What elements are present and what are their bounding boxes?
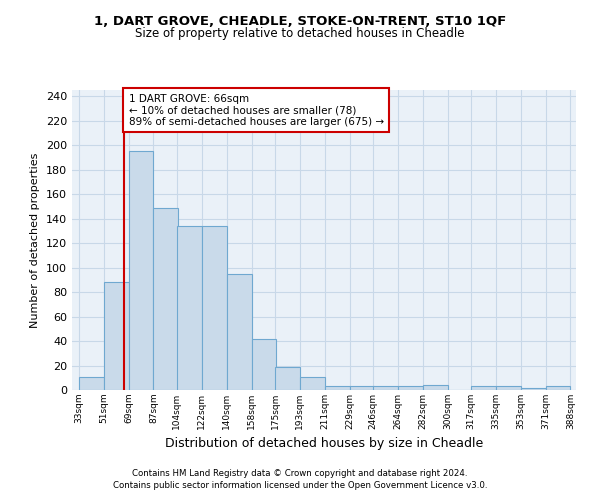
Bar xyxy=(202,226,227,390)
Bar xyxy=(79,376,104,390)
Bar xyxy=(251,338,277,390)
Bar xyxy=(471,386,496,390)
Text: 1 DART GROVE: 66sqm
← 10% of detached houses are smaller (78)
89% of semi-detach: 1 DART GROVE: 66sqm ← 10% of detached ho… xyxy=(128,94,384,127)
Bar xyxy=(545,386,571,390)
Bar xyxy=(521,388,545,390)
Text: Contains HM Land Registry data © Crown copyright and database right 2024.: Contains HM Land Registry data © Crown c… xyxy=(132,468,468,477)
Text: Contains public sector information licensed under the Open Government Licence v3: Contains public sector information licen… xyxy=(113,481,487,490)
Y-axis label: Number of detached properties: Number of detached properties xyxy=(31,152,40,328)
Bar xyxy=(325,386,350,390)
Bar xyxy=(275,366,300,390)
Bar xyxy=(350,386,374,390)
Bar xyxy=(128,151,154,390)
Bar xyxy=(373,386,398,390)
Text: Size of property relative to detached houses in Cheadle: Size of property relative to detached ho… xyxy=(135,28,465,40)
Bar xyxy=(423,385,448,390)
X-axis label: Distribution of detached houses by size in Cheadle: Distribution of detached houses by size … xyxy=(165,438,483,450)
Text: 1, DART GROVE, CHEADLE, STOKE-ON-TRENT, ST10 1QF: 1, DART GROVE, CHEADLE, STOKE-ON-TRENT, … xyxy=(94,15,506,28)
Bar xyxy=(398,386,423,390)
Bar xyxy=(496,386,521,390)
Bar xyxy=(154,208,178,390)
Bar xyxy=(104,282,128,390)
Bar xyxy=(177,226,202,390)
Bar xyxy=(227,274,251,390)
Bar xyxy=(300,376,325,390)
